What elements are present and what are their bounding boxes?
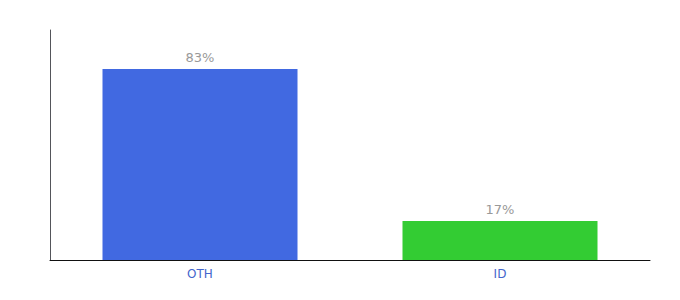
svg-text:ID: ID <box>494 267 507 281</box>
svg-text:OTH: OTH <box>187 267 213 281</box>
svg-text:17%: 17% <box>486 202 515 217</box>
svg-text:83%: 83% <box>186 50 215 65</box>
